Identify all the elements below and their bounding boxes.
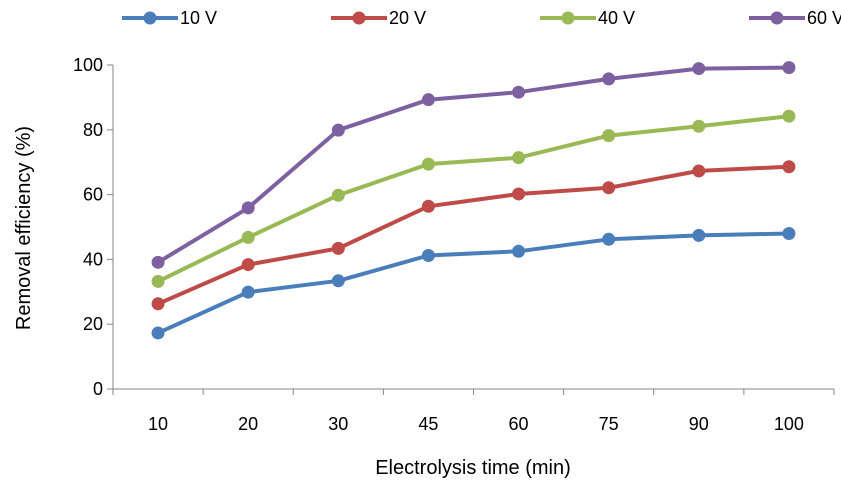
data-point-10v (151, 326, 165, 340)
series-60v (151, 61, 796, 269)
series-group (151, 61, 796, 340)
y-tick-label: 40 (83, 249, 103, 269)
data-point-10v (241, 285, 255, 299)
data-point-60v (782, 61, 796, 75)
data-point-40v (602, 129, 616, 143)
data-point-20v (421, 199, 435, 213)
y-tick-label: 0 (93, 379, 103, 399)
y-tick-label: 20 (83, 314, 103, 334)
x-tick-label: 75 (599, 414, 619, 434)
legend-item-20v: 20 V (331, 8, 426, 28)
data-point-10v (512, 244, 526, 258)
data-point-60v (151, 255, 165, 269)
x-tick-label: 90 (689, 414, 709, 434)
data-point-60v (421, 93, 435, 107)
legend-marker-20v (352, 11, 366, 25)
series-10v (151, 226, 796, 340)
data-point-10v (782, 226, 796, 240)
legend-label-60v: 60 V (807, 8, 841, 28)
data-point-20v (512, 187, 526, 201)
x-tick-label: 100 (774, 414, 804, 434)
y-tick-label: 100 (73, 55, 103, 75)
series-40v (151, 109, 796, 288)
legend-item-10v: 10 V (122, 8, 217, 28)
y-axis-title: Removal efficiency (%) (13, 126, 35, 330)
data-point-40v (331, 188, 345, 202)
data-point-10v (421, 249, 435, 263)
legend-marker-40v (561, 11, 575, 25)
data-point-40v (512, 151, 526, 165)
legend: 10 V 20 V 40 V 60 V (122, 8, 841, 28)
data-point-20v (241, 258, 255, 272)
legend-label-40v: 40 V (598, 8, 635, 28)
series-line-20v (156, 164, 791, 306)
data-point-60v (602, 72, 616, 86)
x-tick-label: 30 (328, 414, 348, 434)
x-tick-label: 10 (148, 414, 168, 434)
x-tick-label: 20 (238, 414, 258, 434)
data-point-10v (602, 232, 616, 246)
data-point-20v (692, 164, 706, 178)
series-20v (151, 160, 796, 311)
legend-item-60v: 60 V (749, 8, 841, 28)
data-point-40v (782, 109, 796, 123)
legend-marker-10v (143, 11, 157, 25)
x-axis-title: Electrolysis time (min) (375, 457, 571, 479)
series-line-40v (156, 114, 791, 284)
data-point-10v (692, 228, 706, 242)
data-point-60v (692, 62, 706, 76)
data-point-60v (331, 123, 345, 137)
data-point-10v (331, 274, 345, 288)
data-point-60v (241, 201, 255, 215)
axes: 0 20 40 60 80 100 10 20 30 45 60 75 90 100 (73, 55, 835, 434)
data-point-40v (421, 157, 435, 171)
y-tick-label: 80 (83, 120, 103, 140)
data-point-40v (241, 230, 255, 244)
legend-label-10v: 10 V (180, 8, 217, 28)
legend-label-20v: 20 V (389, 8, 426, 28)
data-point-20v (602, 181, 616, 195)
legend-item-40v: 40 V (540, 8, 635, 28)
legend-marker-60v (770, 11, 784, 25)
data-point-20v (782, 160, 796, 174)
data-point-40v (151, 274, 165, 288)
data-point-40v (692, 119, 706, 133)
data-point-60v (512, 85, 526, 99)
data-point-20v (331, 241, 345, 255)
series-line-10v (156, 231, 791, 335)
series-line-60v (156, 65, 791, 265)
data-point-20v (151, 297, 165, 311)
y-tick-label: 60 (83, 185, 103, 205)
x-tick-label: 45 (418, 414, 438, 434)
x-tick-label: 60 (509, 414, 529, 434)
